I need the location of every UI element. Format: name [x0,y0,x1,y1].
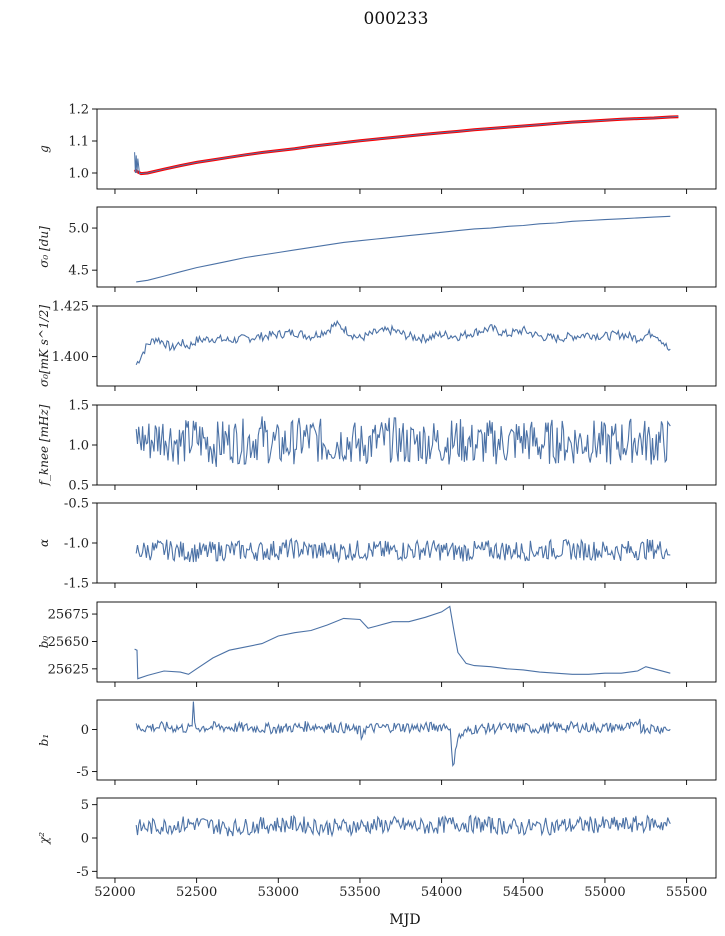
y-tick-label: 1.0 [68,439,89,454]
plot-frame [96,699,717,781]
y-axis-label: f_knee [mHz] [37,404,51,486]
subplot-2: 4.5 5.0 σ₀ [du] [37,206,717,292]
y-axis-label: σ₀ [du] [37,226,51,268]
subplot-7: -5 0 b₁ [37,699,717,785]
y-tick-label: 25625 [48,662,89,677]
series-group [135,814,671,838]
y-tick-label: 25650 [48,635,89,650]
y-tick-label: -5 [76,765,89,780]
series-line-1 [135,537,671,564]
series-group [135,319,671,366]
y-tick-label: -5 [76,865,89,880]
x-tick-label: 52500 [176,885,217,900]
y-tick-label: 0.5 [68,479,89,494]
y-tick-label: 25675 [48,608,89,623]
y-tick-label: -1.5 [64,577,89,592]
y-axis-label: g [37,145,51,153]
y-tick-label: 1.1 [68,135,89,150]
series-line-1 [135,701,671,768]
x-tick-label: 52000 [94,885,135,900]
y-tick-label: 1.400 [52,350,89,365]
y-tick-label: 4.5 [68,264,89,279]
subplot-4: 0.5 1.0 1.5 f_knee [mHz] [37,399,717,494]
y-axis-label: b₀ [37,636,51,649]
y-tick-label: -1.0 [64,537,89,552]
subplot-5: -1.5 -1.0 -0.5 α [37,497,717,592]
subplot-1: 1.0 1.1 1.2 g [37,103,717,194]
series-group [134,605,671,680]
plot-frame [96,108,717,190]
y-axis-label: α [37,539,51,547]
x-tick-label: 55000 [584,885,625,900]
series-line-1 [136,215,671,283]
y-tick-label: 5 [81,798,89,813]
y-axis-label: χ² [37,832,51,845]
y-tick-label: 5.0 [68,222,89,237]
y-axis-label: b₁ [37,734,51,747]
plot-frame [96,206,717,288]
figure-title: 000233 [364,9,429,29]
series-group [135,701,671,768]
series-line-2 [134,115,679,175]
series-line-1 [135,814,671,838]
plot-frame [96,305,717,387]
plot-frame [96,502,717,584]
y-axis-label: σ₀[mK s^1/2] [37,305,51,387]
series-group [133,115,679,176]
series-group [135,416,671,467]
x-tick-label: 53000 [258,885,299,900]
x-axis-label: MJD [389,912,420,928]
subplot-6: 25625 25650 25675 b₀ [37,601,717,687]
x-tick-label: 54000 [421,885,462,900]
series-line-1 [135,319,671,366]
subplot-8: -5 0 5 52000 52500 53000 53500 54000 54500 55000 5… [37,797,717,900]
y-tick-label: 1.0 [68,167,89,182]
series-line-1 [135,416,671,467]
series-group [135,537,671,564]
y-tick-label: 0 [81,723,89,738]
x-tick-label: 55500 [666,885,707,900]
series-line-1 [134,605,671,680]
series-group [136,215,671,283]
x-tick-label: 54500 [503,885,544,900]
y-tick-label: -0.5 [64,497,89,512]
series-line-1 [133,115,679,176]
plot-frame [96,797,717,879]
y-tick-label: 1.425 [52,300,89,315]
x-tick-label: 53500 [339,885,380,900]
y-tick-label: 1.5 [68,399,89,414]
y-tick-label: 1.2 [68,103,89,118]
y-tick-label: 0 [81,832,89,847]
plot-frame [96,601,717,683]
